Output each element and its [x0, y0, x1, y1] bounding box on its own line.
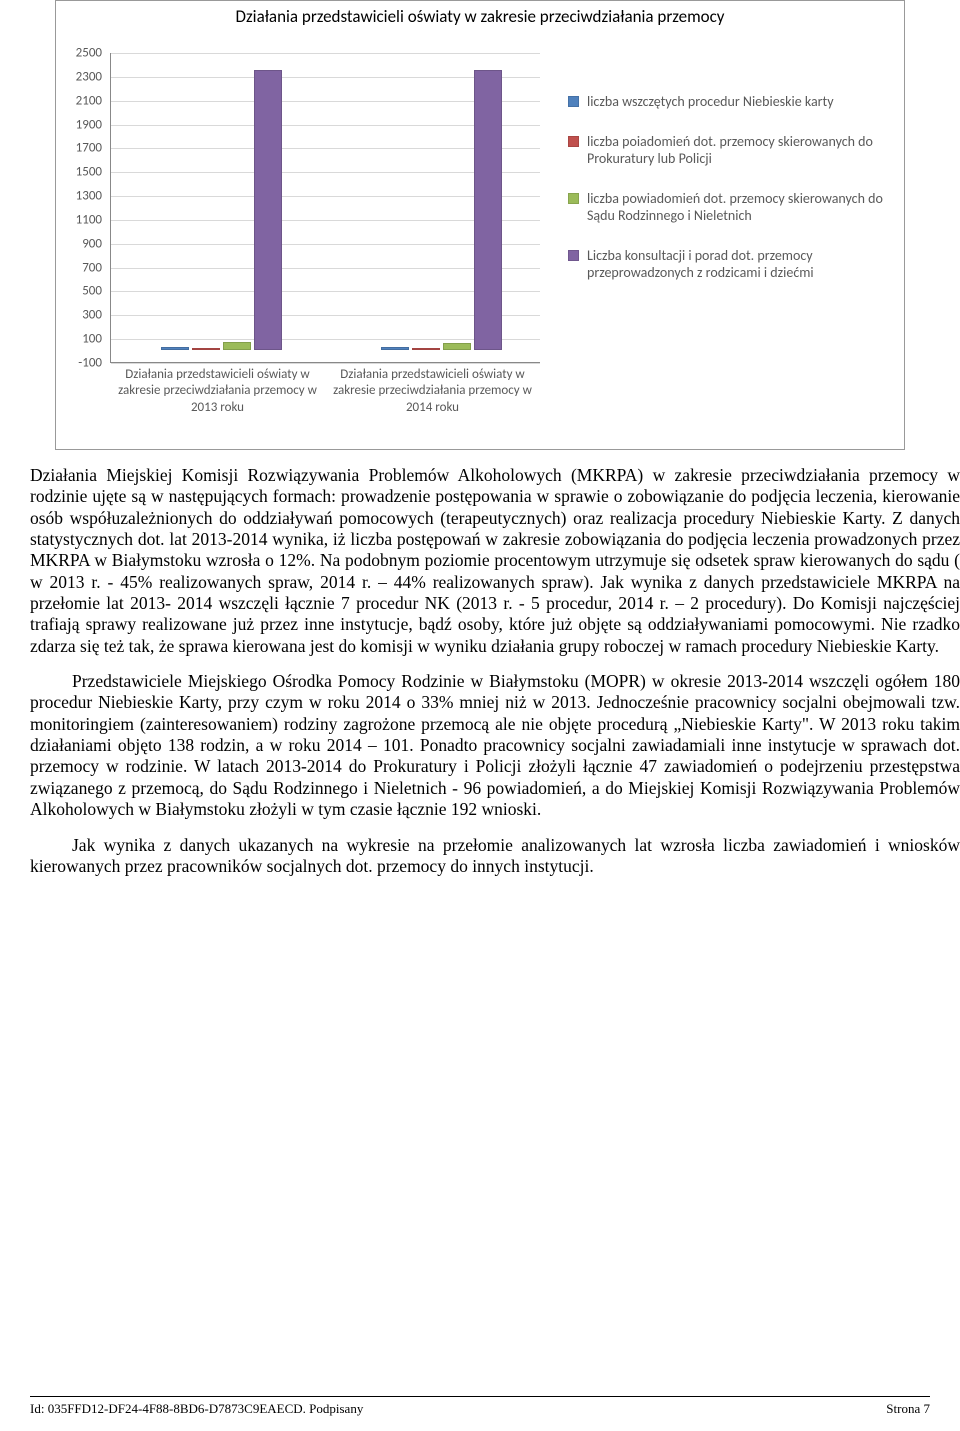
- legend-label: Liczba konsultacji i porad dot. przemocy…: [587, 247, 888, 282]
- paragraph-2: Przedstawiciele Miejskiego Ośrodka Pomoc…: [30, 671, 960, 820]
- y-tick: 1100: [64, 212, 102, 227]
- bar: [192, 348, 220, 350]
- x-axis-labels: Działania przedstawicieli oświaty w zakr…: [110, 367, 540, 416]
- body-text: Działania Miejskiej Komisji Rozwiązywani…: [30, 465, 960, 891]
- y-tick: -100: [64, 356, 102, 371]
- y-tick: 100: [64, 332, 102, 347]
- bar: [443, 343, 471, 350]
- y-tick: 1500: [64, 165, 102, 180]
- y-tick: 1700: [64, 141, 102, 156]
- bar: [254, 70, 282, 350]
- footer-page: Strona 7: [886, 1401, 930, 1417]
- paragraph-1: Działania Miejskiej Komisji Rozwiązywani…: [30, 465, 960, 657]
- y-tick: 2300: [64, 69, 102, 84]
- bar: [381, 347, 409, 350]
- legend-item: liczba wszczętych procedur Niebieskie ka…: [568, 93, 888, 111]
- bar-group: [151, 82, 291, 362]
- y-tick: 2100: [64, 93, 102, 108]
- x-label-1: Działania przedstawicieli oświaty w zakr…: [325, 367, 540, 416]
- bar: [474, 70, 502, 350]
- bar: [223, 342, 251, 350]
- legend-item: liczba powiadomień dot. przemocy skierow…: [568, 190, 888, 225]
- bar-group: [371, 82, 511, 362]
- y-tick: 1900: [64, 117, 102, 132]
- legend-swatch: [568, 96, 579, 107]
- y-tick: 500: [64, 284, 102, 299]
- y-tick: 700: [64, 260, 102, 275]
- bar: [161, 347, 189, 351]
- legend-label: liczba poiadomień dot. przemocy skierowa…: [587, 133, 888, 168]
- legend-swatch: [568, 250, 579, 261]
- bar: [412, 348, 440, 350]
- chart-inner: -100 100 300 500 700 900 1100 1300 1500 1700 1900 2…: [64, 53, 896, 441]
- chart-container: Działania przedstawicieli oświaty w zakr…: [55, 0, 905, 450]
- chart-legend: liczba wszczętych procedur Niebieskie ka…: [568, 93, 888, 304]
- paragraph-3: Jak wynika z danych ukazanych na wykresi…: [30, 835, 960, 878]
- footer-id: Id: 035FFD12-DF24-4F88-8BD6-D7873C9EAECD…: [30, 1401, 363, 1417]
- x-label-0: Działania przedstawicieli oświaty w zakr…: [110, 367, 325, 416]
- chart-title: Działania przedstawicieli oświaty w zakr…: [56, 1, 904, 27]
- legend-label: liczba powiadomień dot. przemocy skierow…: [587, 190, 888, 225]
- legend-swatch: [568, 193, 579, 204]
- y-tick: 300: [64, 308, 102, 323]
- plot-area: [110, 53, 540, 363]
- y-axis: -100100300500700900110013001500170019002…: [64, 53, 106, 363]
- legend-item: Liczba konsultacji i porad dot. przemocy…: [568, 247, 888, 282]
- y-tick: 900: [64, 236, 102, 251]
- legend-label: liczba wszczętych procedur Niebieskie ka…: [587, 93, 834, 111]
- y-tick: 1300: [64, 189, 102, 204]
- legend-item: liczba poiadomień dot. przemocy skierowa…: [568, 133, 888, 168]
- y-tick: 2500: [64, 46, 102, 61]
- legend-swatch: [568, 136, 579, 147]
- page-footer: Id: 035FFD12-DF24-4F88-8BD6-D7873C9EAECD…: [30, 1396, 930, 1417]
